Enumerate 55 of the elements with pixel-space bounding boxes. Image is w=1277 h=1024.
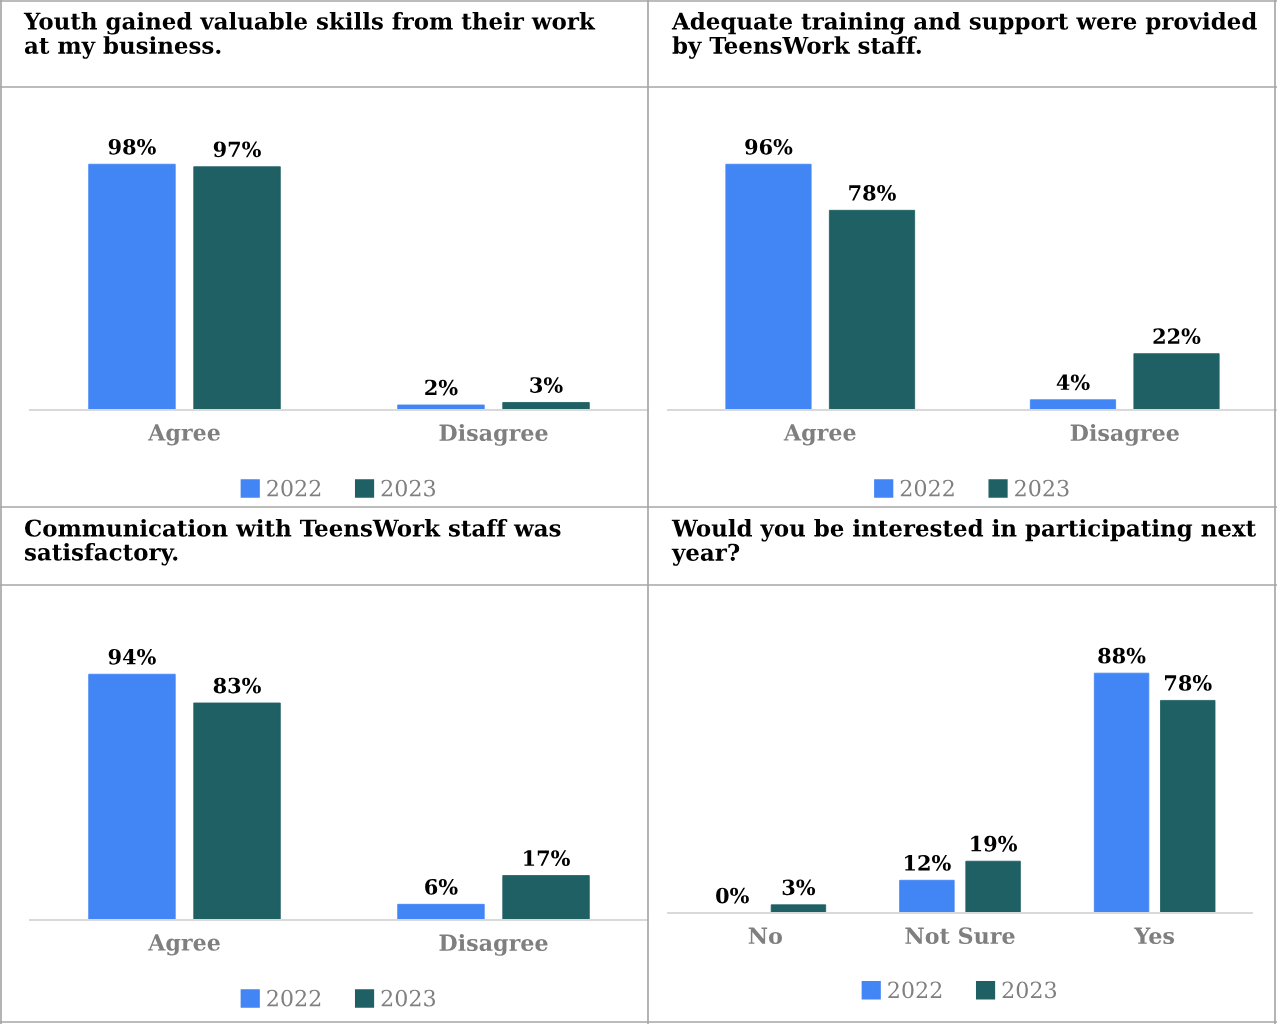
bar	[1093, 672, 1150, 913]
bar	[193, 702, 281, 920]
bar	[193, 166, 281, 410]
data-label: 6%	[425, 878, 458, 895]
data-label: 3%	[530, 377, 563, 393]
bar	[1133, 353, 1220, 410]
bar	[725, 163, 812, 410]
data-label: 0%	[716, 887, 749, 904]
chart-title: Adequate training and support were provided by TeensWork staff.	[671, 12, 1257, 59]
bar	[770, 904, 827, 913]
x-tick-label: No	[748, 927, 783, 945]
legend-label: 2022	[267, 989, 321, 1007]
legend-label: 2022	[267, 479, 321, 497]
x-tick-label: Agree	[147, 934, 220, 956]
data-label: 78%	[1165, 675, 1212, 691]
x-tick-label: Not Sure	[905, 927, 1015, 945]
x-tick-label: Disagree	[439, 423, 548, 446]
legend-label: 2022	[888, 981, 942, 999]
bar	[1029, 399, 1117, 410]
data-label: 94%	[108, 648, 156, 665]
legend-label: 2023	[1015, 479, 1069, 497]
x-tick-label: Agree	[783, 424, 856, 446]
data-label: 2%	[425, 379, 458, 396]
data-label: 96%	[745, 138, 793, 155]
data-label: 22%	[1153, 328, 1201, 345]
data-label: 78%	[849, 184, 896, 201]
bar	[397, 903, 485, 920]
x-tick-label: Yes	[1134, 927, 1175, 945]
chart-title: Communication with TeensWork staff was satisfactory.	[24, 519, 561, 566]
legend-label: 2022	[900, 479, 954, 497]
bar	[899, 879, 955, 913]
bar	[1160, 700, 1216, 913]
data-label: 83%	[213, 677, 261, 694]
bar	[88, 673, 176, 920]
data-label: 88%	[1098, 647, 1146, 664]
bar	[965, 860, 1021, 913]
bar	[502, 875, 590, 920]
data-label: 17%	[524, 850, 570, 866]
legend-label: 2023	[381, 989, 436, 1007]
chart-title: Youth gained valuable skills from their work at my business.	[23, 12, 596, 59]
x-tick-label: Agree	[147, 424, 220, 446]
x-tick-label: Disagree	[1070, 423, 1179, 446]
data-label: 12%	[905, 854, 951, 871]
data-label: 3%	[782, 879, 816, 896]
bar	[397, 404, 485, 410]
chart-title: Would you be interested in participating next year?	[671, 519, 1257, 566]
data-label: 97%	[213, 141, 261, 158]
data-label: 98%	[108, 138, 156, 155]
legend-label: 2023	[381, 479, 436, 497]
data-label: 4%	[1056, 374, 1090, 391]
bar	[88, 163, 176, 410]
bar	[828, 209, 916, 410]
x-tick-label: Disagree	[439, 933, 548, 956]
data-label: 19%	[971, 835, 1017, 852]
legend-label: 2023	[1002, 981, 1057, 999]
